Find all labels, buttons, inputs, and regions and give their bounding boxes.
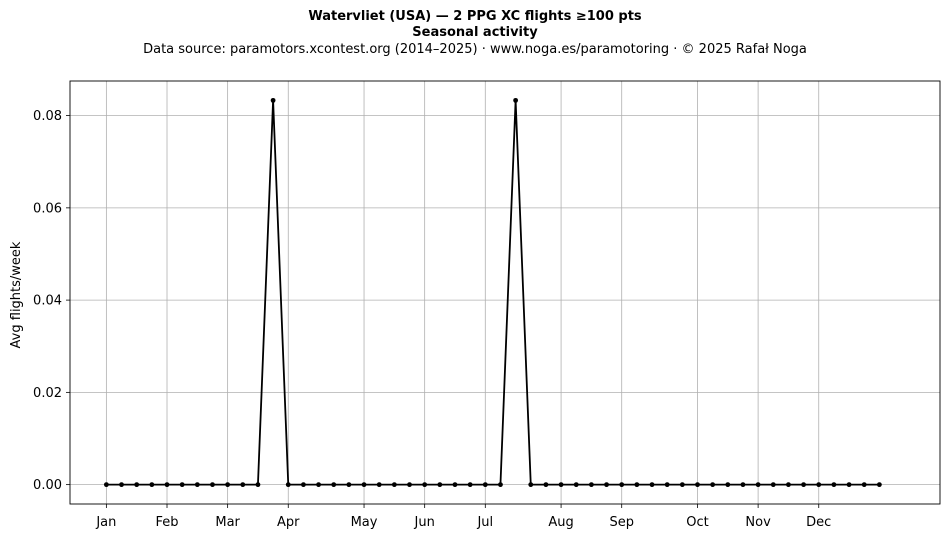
data-point [346, 482, 352, 488]
y-tick-label: 0.04 [33, 294, 62, 309]
y-tick-label: 0.00 [33, 478, 62, 493]
y-tick-label: 0.02 [33, 386, 62, 401]
data-point [604, 482, 609, 488]
chart-subtitle: Seasonal activity [412, 25, 538, 40]
data-source-note: Data source: paramotors.xcontest.org (20… [143, 42, 807, 57]
data-point [240, 482, 246, 488]
plot-frame [69, 80, 941, 505]
data-point [725, 482, 731, 488]
data-point [361, 482, 367, 488]
data-point [164, 482, 170, 488]
data-point [255, 482, 261, 488]
data-point [801, 482, 806, 488]
data-point [331, 482, 337, 488]
y-axis-label: Avg flights/week [9, 241, 24, 348]
data-point [755, 482, 761, 488]
data-point [558, 482, 564, 488]
data-point [301, 482, 306, 488]
data-point [831, 482, 837, 488]
data-point [134, 482, 140, 488]
x-tick-label: Jan [95, 515, 116, 530]
data-point [210, 482, 215, 488]
x-tick-label: Feb [155, 515, 178, 530]
data-point [452, 482, 458, 488]
data-point [482, 482, 488, 488]
data-point [543, 482, 549, 488]
data-point [316, 482, 321, 488]
data-point [179, 482, 185, 488]
data-point [149, 482, 155, 488]
data-point [119, 482, 124, 488]
data-point [695, 482, 700, 488]
data-point [816, 482, 822, 488]
x-tick-label: Jul [476, 515, 493, 530]
series-line [106, 99, 880, 486]
data-point [225, 482, 231, 488]
data-point [649, 482, 655, 488]
grid [70, 81, 940, 504]
data-point [270, 97, 276, 103]
x-tick-label: Jun [414, 515, 435, 530]
data-point [588, 482, 594, 488]
data-point [573, 482, 579, 488]
data-point [422, 482, 428, 488]
data-point [528, 482, 534, 488]
data-point [467, 482, 473, 488]
x-tick-label: Dec [806, 515, 831, 530]
data-point [376, 482, 382, 488]
data-point [634, 482, 640, 488]
data-point [679, 482, 685, 488]
data-point [740, 482, 746, 488]
data-point [194, 482, 200, 488]
data-point [861, 482, 867, 488]
x-tick-label: Sep [609, 515, 634, 530]
data-point [437, 482, 443, 488]
series [103, 97, 882, 488]
y-tick-label: 0.06 [33, 201, 62, 216]
chart-title: Watervliet (USA) — 2 PPG XC flights ≥100… [308, 9, 642, 24]
data-point [876, 482, 882, 488]
data-point [770, 482, 776, 488]
data-point [285, 482, 291, 488]
data-point [407, 482, 412, 488]
data-point [498, 482, 503, 488]
data-point [710, 482, 716, 488]
data-point [846, 482, 852, 488]
axes: Jan Feb Mar Apr May Jun Jul Aug Sep Oct Nov Dec 0.00… [33, 80, 941, 530]
chart-title-block: Watervliet (USA) — 2 PPG XC flights ≥100… [0, 9, 950, 58]
x-tick-label: Apr [277, 515, 300, 530]
x-tick-label: Aug [548, 515, 573, 530]
data-point [619, 482, 625, 488]
data-point [103, 482, 109, 488]
x-tick-label: Nov [745, 515, 771, 530]
x-tick-label: Oct [686, 515, 708, 530]
data-point [786, 482, 791, 488]
x-tick-label: May [351, 515, 378, 530]
data-point [664, 482, 670, 488]
x-tick-label: Mar [215, 515, 240, 530]
data-point [513, 97, 519, 103]
y-tick-label: 0.08 [33, 109, 62, 124]
data-point [391, 482, 397, 488]
